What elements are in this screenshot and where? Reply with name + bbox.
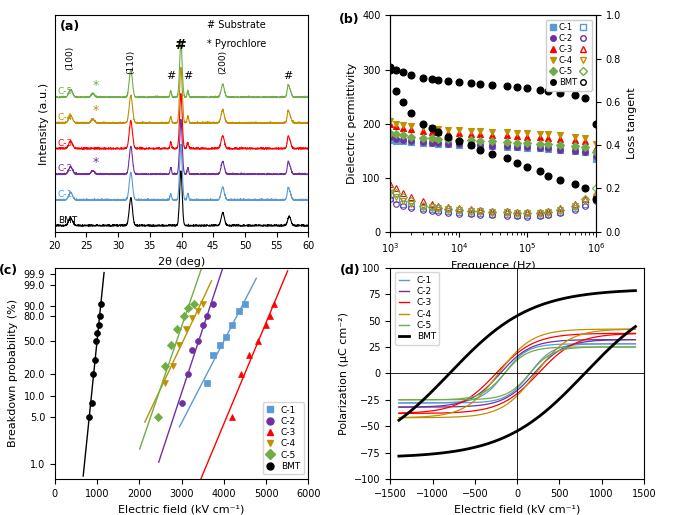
Point (153, 413, 164, 421)
Text: C-2: C-2 (58, 164, 73, 174)
Text: # Substrate: # Substrate (207, 20, 266, 30)
Point (90, 337, 101, 345)
Point (197, 300, 208, 308)
Point (90, 356, 101, 364)
Point (240, 300, 251, 308)
Point (208, 300, 219, 308)
Point (84, 413, 95, 421)
X-axis label: 2θ (deg): 2θ (deg) (158, 257, 205, 267)
Point (186, 346, 197, 354)
Point (88, 370, 99, 378)
Text: (a): (a) (60, 20, 80, 33)
Point (180, 324, 191, 333)
Point (176, 399, 187, 407)
Point (244, 351, 255, 359)
Point (159, 379, 170, 387)
Text: (d): (d) (340, 264, 360, 277)
Text: #: # (166, 72, 175, 81)
Point (264, 312, 275, 320)
Point (159, 363, 170, 371)
Point (168, 363, 179, 371)
Point (227, 320, 238, 329)
Text: (b): (b) (339, 13, 360, 26)
Text: * Pyrochlore: * Pyrochlore (207, 39, 266, 49)
X-axis label: Electric field (kV cm⁻¹): Electric field (kV cm⁻¹) (119, 504, 245, 514)
Point (188, 300, 200, 308)
Point (260, 320, 271, 329)
Point (208, 351, 219, 359)
Text: (c): (c) (0, 264, 18, 277)
Text: (200): (200) (219, 50, 227, 74)
Point (95, 312, 105, 320)
Text: C-3: C-3 (58, 139, 73, 148)
Point (178, 312, 189, 320)
Text: *: * (93, 104, 99, 117)
X-axis label: Electric field (kV cm⁻¹): Electric field (kV cm⁻¹) (454, 504, 580, 514)
Y-axis label: Breakdown probability (%): Breakdown probability (%) (8, 299, 18, 448)
Point (186, 314, 197, 322)
Text: (110): (110) (126, 50, 136, 74)
Point (269, 300, 280, 308)
Point (252, 337, 263, 345)
Point (172, 324, 183, 333)
Point (233, 307, 244, 316)
Point (96, 300, 107, 308)
Legend: C-1, C-2, C-3, C-4, C-5, BMT: C-1, C-2, C-3, C-4, C-5, BMT (395, 272, 440, 345)
Text: #: # (284, 72, 292, 81)
Point (227, 413, 238, 421)
Text: C-5: C-5 (58, 88, 73, 96)
Point (221, 333, 232, 341)
Text: #: # (175, 38, 187, 52)
X-axis label: Frequence (Hz): Frequence (Hz) (451, 261, 536, 271)
Legend: C-1, C-2, C-3, C-4, C-5, BMT, , , , , , : C-1, C-2, C-3, C-4, C-5, BMT, , , , , , (546, 20, 592, 91)
Point (201, 379, 212, 387)
Point (193, 307, 204, 316)
Y-axis label: Intensity (a.u.): Intensity (a.u.) (39, 82, 49, 165)
Y-axis label: Dielectric permittivity: Dielectric permittivity (347, 63, 357, 184)
Point (174, 341, 185, 349)
Point (86, 399, 97, 407)
Text: #: # (183, 72, 192, 81)
Point (93, 320, 104, 329)
Point (92, 329, 103, 337)
Text: C-4: C-4 (58, 113, 73, 122)
Point (197, 320, 208, 329)
Text: (100): (100) (65, 46, 74, 71)
Text: *: * (93, 156, 99, 168)
Text: *: * (93, 78, 99, 92)
Y-axis label: Polarization (μC cm⁻²): Polarization (μC cm⁻²) (338, 312, 349, 435)
Point (182, 304, 193, 312)
Point (214, 341, 225, 349)
Point (193, 337, 204, 345)
Point (235, 370, 246, 378)
Point (182, 370, 193, 378)
Text: BMT: BMT (58, 216, 77, 225)
Point (166, 341, 177, 349)
Point (201, 312, 212, 320)
Text: C-1: C-1 (58, 190, 73, 199)
Y-axis label: Loss tangent: Loss tangent (627, 88, 636, 160)
Legend: C-1, C-2, C-3, C-4, C-5, BMT: C-1, C-2, C-3, C-4, C-5, BMT (263, 402, 303, 474)
